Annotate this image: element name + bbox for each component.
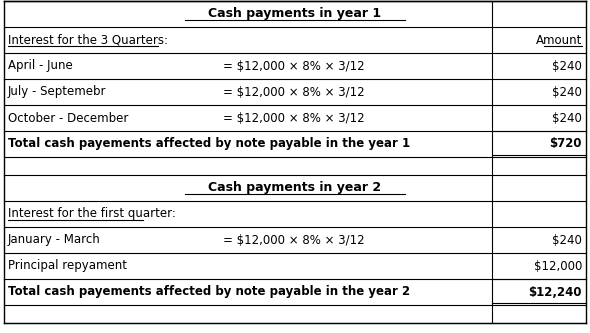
Bar: [4, 279, 586, 305]
Bar: [4, 201, 586, 227]
Text: $240: $240: [552, 112, 582, 125]
Bar: [4, 157, 586, 175]
Bar: [4, 305, 586, 323]
Text: $240: $240: [552, 60, 582, 73]
Text: = $12,000 × 8% × 3/12: = $12,000 × 8% × 3/12: [223, 112, 365, 125]
Text: Cash payments in year 2: Cash payments in year 2: [208, 181, 382, 194]
Text: $240: $240: [552, 86, 582, 99]
Text: Amount: Amount: [536, 34, 582, 47]
Text: January - March: January - March: [8, 233, 101, 246]
Text: Total cash payements affected by note payable in the year 2: Total cash payements affected by note pa…: [8, 285, 410, 298]
Text: April - June: April - June: [8, 60, 73, 73]
Text: Principal repyament: Principal repyament: [8, 259, 127, 272]
Text: October - December: October - December: [8, 112, 129, 125]
Bar: [4, 1, 586, 27]
Bar: [4, 27, 586, 53]
Text: Cash payments in year 1: Cash payments in year 1: [208, 8, 382, 21]
Text: = $12,000 × 8% × 3/12: = $12,000 × 8% × 3/12: [223, 233, 365, 246]
Bar: [4, 79, 586, 105]
Text: July - Septemebr: July - Septemebr: [8, 86, 107, 99]
Text: $240: $240: [552, 233, 582, 246]
Bar: [4, 253, 586, 279]
Bar: [4, 227, 586, 253]
Text: = $12,000 × 8% × 3/12: = $12,000 × 8% × 3/12: [223, 60, 365, 73]
Bar: [4, 131, 586, 157]
Bar: [4, 175, 586, 201]
Text: = $12,000 × 8% × 3/12: = $12,000 × 8% × 3/12: [223, 86, 365, 99]
Bar: [4, 53, 586, 79]
Text: $12,240: $12,240: [529, 285, 582, 298]
Bar: [4, 105, 586, 131]
Text: Total cash payements affected by note payable in the year 1: Total cash payements affected by note pa…: [8, 138, 410, 151]
Text: Interest for the 3 Quarters:: Interest for the 3 Quarters:: [8, 34, 168, 47]
Text: Interest for the first quarter:: Interest for the first quarter:: [8, 207, 176, 220]
Text: $720: $720: [549, 138, 582, 151]
Text: $12,000: $12,000: [533, 259, 582, 272]
